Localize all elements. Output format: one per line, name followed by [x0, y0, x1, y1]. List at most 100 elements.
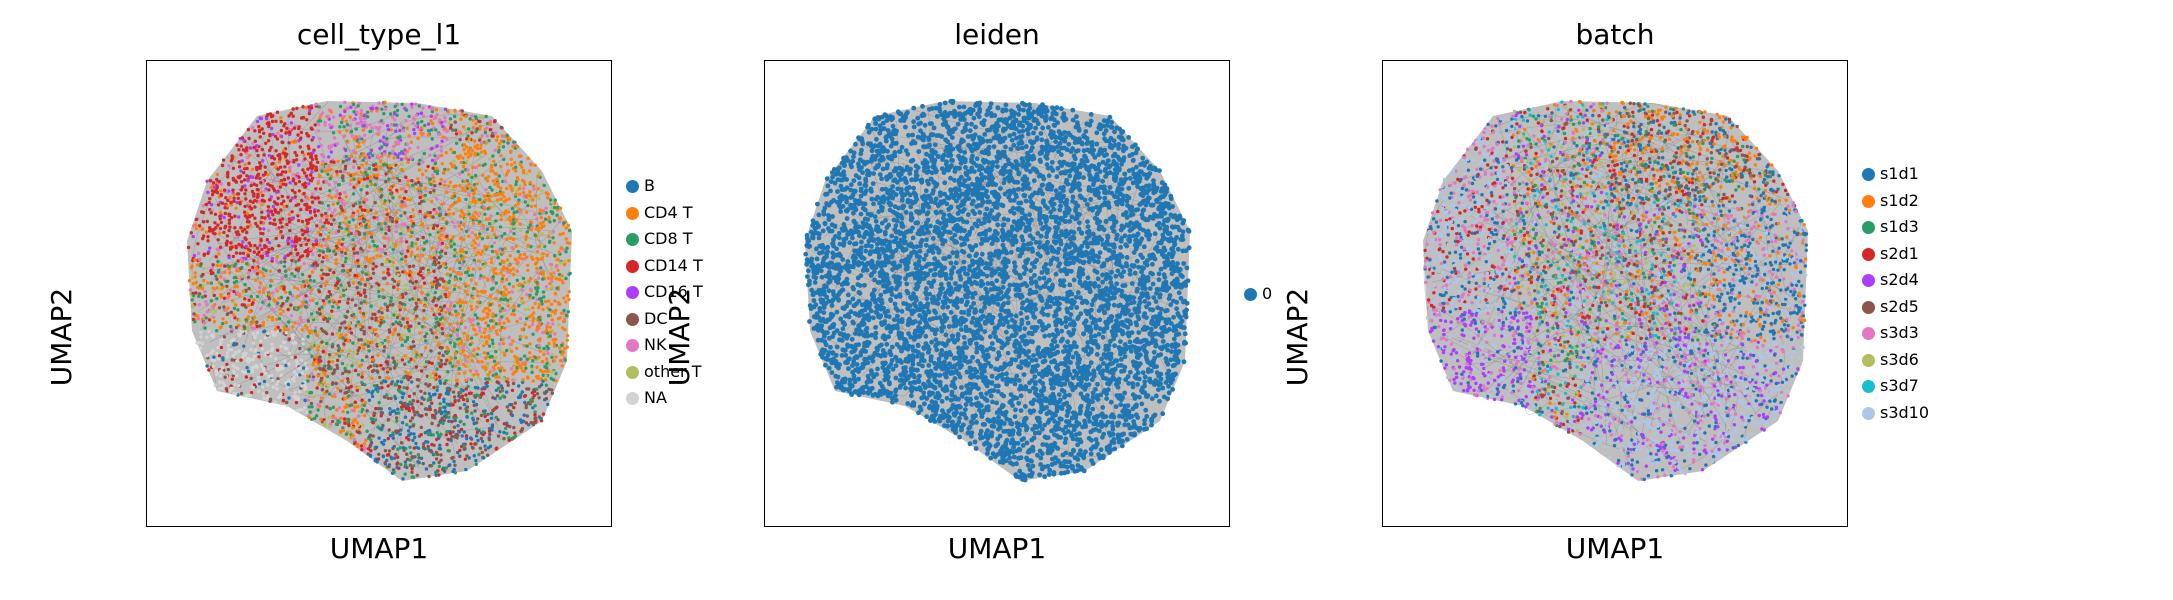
scatter-point	[307, 182, 311, 186]
scatter-point	[502, 326, 507, 330]
scatter-point	[260, 256, 264, 260]
scatter-point	[403, 307, 407, 311]
scatter-point	[276, 377, 280, 381]
scatter-point	[226, 264, 230, 268]
scatter-point	[478, 232, 482, 236]
scatter-point	[483, 448, 488, 452]
scatter-point	[215, 247, 219, 251]
scatter-point	[300, 371, 304, 375]
scatter-point	[503, 267, 507, 271]
scatter-point	[282, 360, 286, 364]
scatter-point	[375, 254, 379, 258]
scatter-point	[279, 208, 283, 212]
scatter-point	[509, 157, 513, 161]
scatter-point	[456, 450, 460, 455]
scatter-point	[393, 118, 397, 122]
scatter-point	[331, 305, 335, 309]
scatter-point	[448, 285, 453, 289]
scatter-point	[443, 381, 447, 386]
scatter-point	[521, 284, 525, 288]
scatter-point	[483, 151, 488, 155]
scatter-point	[261, 159, 265, 163]
scatter-point	[456, 272, 460, 276]
scatter-point	[389, 128, 393, 132]
scatter-point	[443, 119, 447, 123]
scatter-point	[400, 421, 405, 425]
scatter-point	[366, 231, 370, 235]
scatter-point	[423, 215, 427, 219]
scatter-point	[225, 284, 229, 288]
scatter-point	[328, 268, 332, 272]
scatter-point	[552, 219, 556, 223]
scatter-point	[520, 362, 525, 366]
scatter-point	[394, 269, 399, 273]
scatter-point	[481, 173, 485, 177]
scatter-point	[401, 404, 406, 408]
scatter-point	[472, 348, 476, 352]
scatter-point	[255, 224, 260, 228]
scatter-point	[487, 377, 491, 381]
scatter-point	[340, 361, 345, 366]
scatter-point	[318, 312, 322, 316]
scatter-point	[412, 446, 416, 450]
scatter-point	[191, 293, 196, 298]
scatter-point	[389, 122, 394, 127]
scatter-point	[280, 235, 285, 240]
scatter-point	[248, 393, 252, 397]
scatter-point	[255, 294, 260, 299]
scatter-point	[306, 167, 310, 171]
scatter-point	[357, 135, 362, 139]
scatter-point	[212, 335, 216, 339]
scatter-point	[506, 210, 511, 214]
scatter-point	[472, 373, 476, 377]
scatter-point	[249, 181, 254, 185]
scatter-point	[210, 192, 215, 197]
scatter-point	[435, 437, 439, 442]
scatter-point	[240, 330, 245, 334]
scatter-point	[400, 333, 405, 337]
scatter-point	[193, 320, 197, 324]
scatter-point	[360, 343, 364, 347]
scatter-point	[450, 194, 454, 199]
scatter-point	[241, 251, 246, 255]
scatter-point	[268, 112, 273, 116]
scatter-point	[427, 177, 431, 181]
scatter-point	[494, 271, 498, 276]
scatter-point	[339, 257, 343, 262]
scatter-point	[381, 442, 386, 446]
scatter-point	[471, 125, 475, 130]
scatter-point	[411, 340, 415, 344]
scatter-point	[465, 405, 470, 409]
scatter-point	[429, 255, 433, 260]
scatter-point	[487, 438, 492, 442]
scatter-point	[333, 392, 337, 397]
scatter-point	[241, 240, 245, 244]
scatter-point	[316, 374, 320, 378]
scatter-point	[310, 170, 314, 174]
scatter-point	[408, 264, 412, 269]
scatter-point	[517, 289, 521, 293]
scatter-point	[484, 141, 488, 145]
scatter-point	[419, 425, 423, 430]
scatter-point	[275, 329, 279, 334]
scatter-point	[553, 253, 557, 258]
scatter-point	[518, 337, 522, 342]
scatter-point	[310, 354, 314, 359]
scatter-point	[475, 127, 479, 131]
scatter-point	[391, 332, 395, 337]
scatter-point	[361, 124, 365, 128]
scatter-point	[220, 163, 225, 168]
scatter-point	[517, 304, 521, 308]
scatter-point	[319, 113, 323, 117]
scatter-point	[554, 337, 558, 342]
scatter-point	[390, 264, 395, 268]
scatter-point	[221, 387, 225, 391]
scatter-point	[288, 130, 292, 135]
scatter-point	[223, 270, 227, 274]
scatter-point	[350, 298, 354, 302]
scatter-point	[519, 299, 524, 304]
scatter-point	[477, 138, 482, 142]
scatter-point	[235, 235, 240, 240]
scatter-point	[460, 257, 464, 261]
scatter-point	[347, 325, 351, 329]
